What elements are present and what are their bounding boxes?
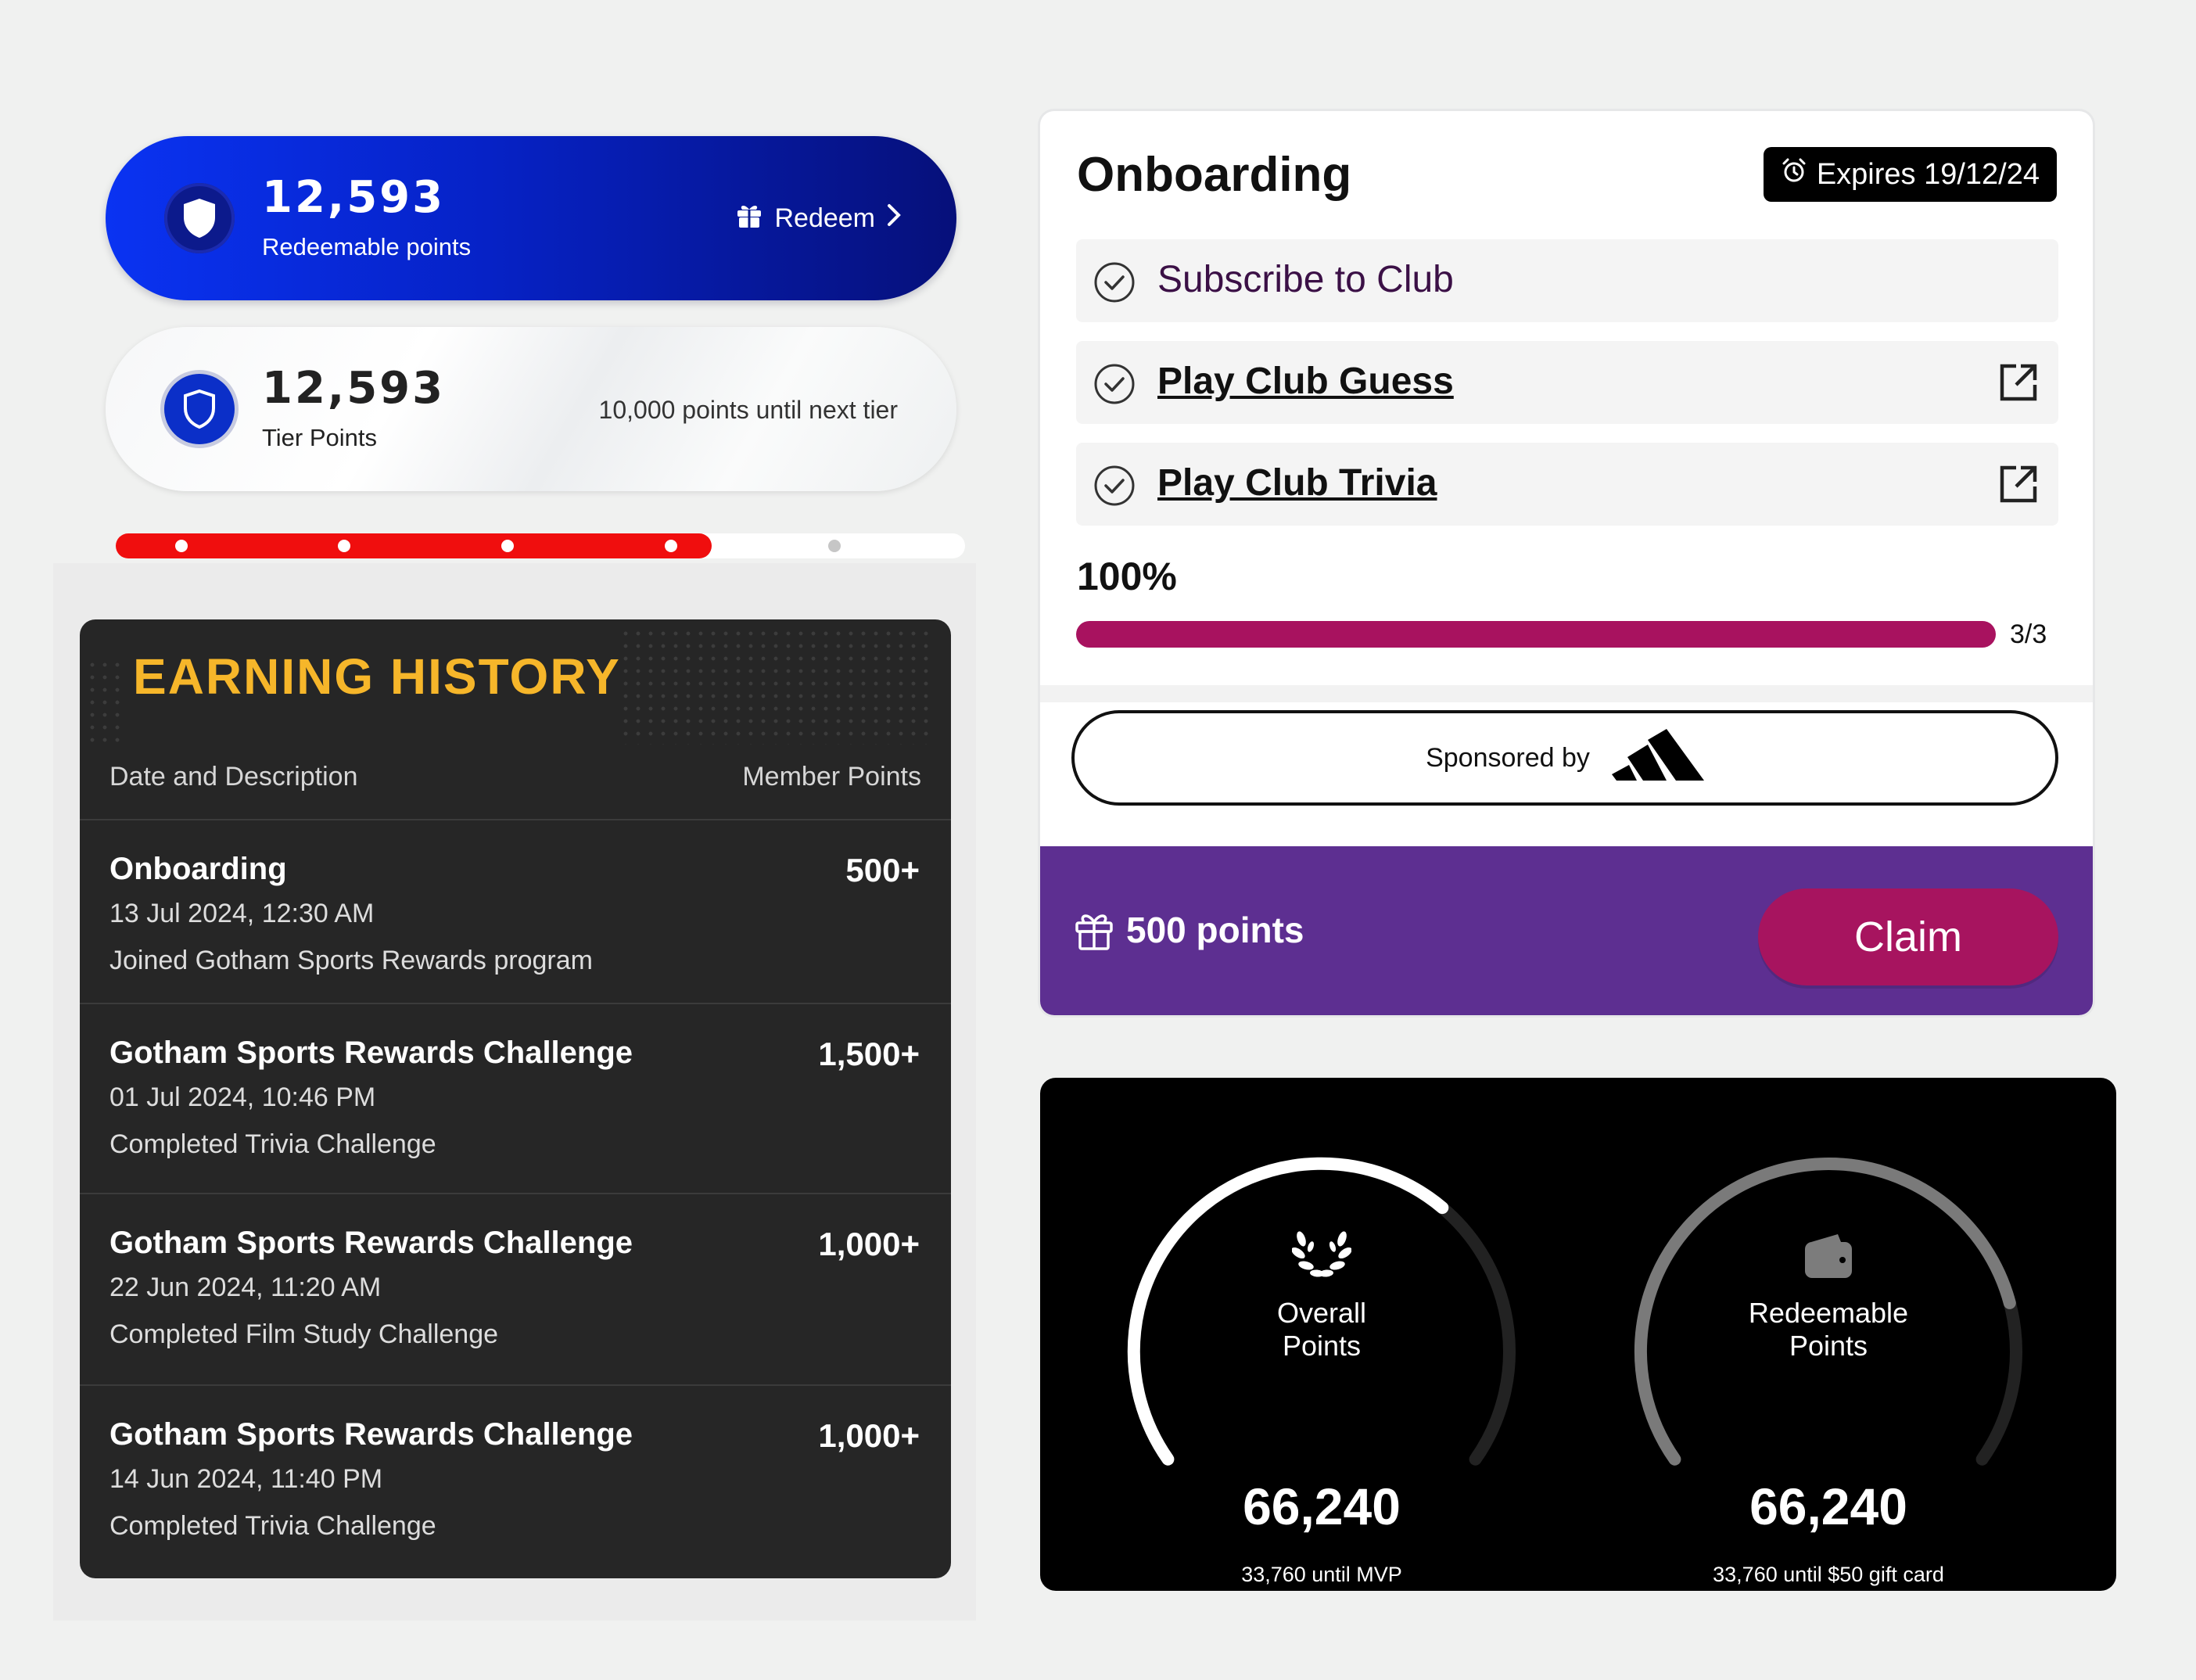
shield-outline-icon [164,374,235,444]
history-row-title: Gotham Sports Rewards Challenge [109,1226,633,1260]
task-play-club-trivia[interactable]: Play Club Trivia [1076,443,2058,526]
sponsor-banner[interactable]: Sponsored by [1071,710,2058,806]
points-gauges-card: Overall Points 66,240 33,760 until MVP R… [1040,1078,2116,1591]
dot-pattern [86,659,125,745]
onboarding-progress-bar [1076,621,1996,648]
tier-milestone-dot [828,540,841,552]
wallet-icon [1803,1233,1853,1283]
tier-progress-fill [116,533,712,558]
history-row-date: 13 Jul 2024, 12:30 AM [109,899,375,928]
gauge-value: 66,240 [1243,1477,1401,1535]
history-row: Gotham Sports Rewards Challenge 1,500+ 0… [80,1003,951,1194]
dot-pattern [619,627,932,745]
tier-points-label: Tier Points [262,424,378,451]
check-circle-icon [1093,363,1136,409]
divider [1040,685,2093,702]
next-tier-text: 10,000 points until next tier [598,396,898,424]
history-row-description: Completed Trivia Challenge [109,1129,436,1159]
tier-points-value: 12,593 [262,363,446,414]
tier-milestone-dot [175,540,188,552]
sponsor-logo-icon [1611,728,1704,788]
tier-progress-bar [116,533,965,558]
history-row: Onboarding 500+ 13 Jul 2024, 12:30 AM Jo… [80,819,951,1003]
earning-history-title: EARNING HISTORY [133,648,621,705]
shield-icon [164,183,235,253]
tier-milestone-dot [501,540,514,552]
earning-history-card: EARNING HISTORY Date and Description Mem… [80,619,951,1578]
task-play-club-guess[interactable]: Play Club Guess [1076,341,2058,424]
task-label[interactable]: Play Club Guess [1157,361,1454,402]
gauge-subtext: 33,760 until $50 gift card [1713,1563,1944,1586]
history-row-date: 14 Jun 2024, 11:40 PM [109,1464,383,1494]
history-row-points: 1,500+ [818,1036,920,1072]
history-row: Gotham Sports Rewards Challenge 1,000+ 2… [80,1193,951,1386]
external-link-icon[interactable] [1997,463,2040,509]
external-link-icon[interactable] [1997,361,2040,407]
column-header-date: Date and Description [109,762,358,792]
expires-text: Expires 19/12/24 [1816,157,2040,191]
gauge-label-line: Points [1789,1330,1868,1362]
task-label: Subscribe to Club [1157,259,1454,300]
sponsor-text: Sponsored by [1426,742,1590,773]
progress-count: 3/3 [2010,619,2047,649]
gauge-label-line: Overall [1276,1297,1367,1329]
task-label[interactable]: Play Club Trivia [1157,462,1437,504]
check-circle-icon [1093,465,1136,511]
tier-milestone-dot [665,540,677,552]
gauge-subtext: 33,760 until MVP [1241,1563,1402,1586]
history-row-title: Onboarding [109,852,287,886]
history-row-description: Joined Gotham Sports Rewards program [109,946,593,975]
gift-icon [735,201,763,236]
redeem-button[interactable]: Redeem [735,199,902,238]
redeemable-points-value: 12,593 [262,172,446,223]
history-row-date: 22 Jun 2024, 11:20 AM [109,1273,382,1302]
history-row-points: 1,000+ [818,1417,920,1454]
progress-percent: 100% [1077,555,1177,598]
gauge-progress-arc [1634,1158,2016,1466]
chevron-right-icon [886,203,902,234]
onboarding-title: Onboarding [1077,148,1352,202]
tier-milestone-dot [338,540,350,552]
column-header-points: Member Points [742,762,921,792]
history-row-points: 1,000+ [818,1226,920,1262]
task-subscribe-to-club[interactable]: Subscribe to Club [1076,239,2058,322]
redeemable-points-card: 12,593 Redeemable points Redeem [106,136,956,300]
history-row-title: Gotham Sports Rewards Challenge [109,1417,633,1452]
alarm-clock-icon [1781,157,1807,192]
gauge-label: Redeemable Points [1625,1297,2032,1362]
history-row-points: 500+ [845,852,920,888]
gift-icon [1075,910,1114,955]
history-row-description: Completed Trivia Challenge [109,1511,436,1541]
gauge-label: Overall Points [1118,1297,1525,1362]
reward-points-label: 500 points [1126,910,1304,950]
history-row-description: Completed Film Study Challenge [109,1319,499,1349]
redeemable-points-label: Redeemable points [262,233,472,260]
gauge-progress-arc [1127,1157,1449,1466]
expires-badge: Expires 19/12/24 [1763,147,2057,202]
history-row-date: 01 Jul 2024, 10:46 PM [109,1082,376,1112]
redeemable-points-gauge: Redeemable Points 66,240 33,760 until $5… [1625,1148,2032,1586]
gauge-label-line: Points [1282,1330,1362,1362]
overall-points-gauge: Overall Points 66,240 33,760 until MVP [1118,1148,1525,1586]
history-row-title: Gotham Sports Rewards Challenge [109,1036,633,1070]
onboarding-card: Onboarding Expires 19/12/24 Subscribe to… [1040,111,2093,1015]
check-circle-icon [1093,261,1136,307]
claim-button[interactable]: Claim [1758,888,2058,985]
tier-points-card: 12,593 Tier Points 10,000 points until n… [106,327,956,491]
reward-bar: 500 points Claim [1040,846,2093,1015]
redeem-label: Redeem [774,203,875,233]
gauge-value: 66,240 [1749,1477,1907,1535]
laurel-icon [1291,1226,1352,1285]
history-row: Gotham Sports Rewards Challenge 1,000+ 1… [80,1384,951,1578]
gauge-label-line: Redeemable [1748,1297,1909,1329]
